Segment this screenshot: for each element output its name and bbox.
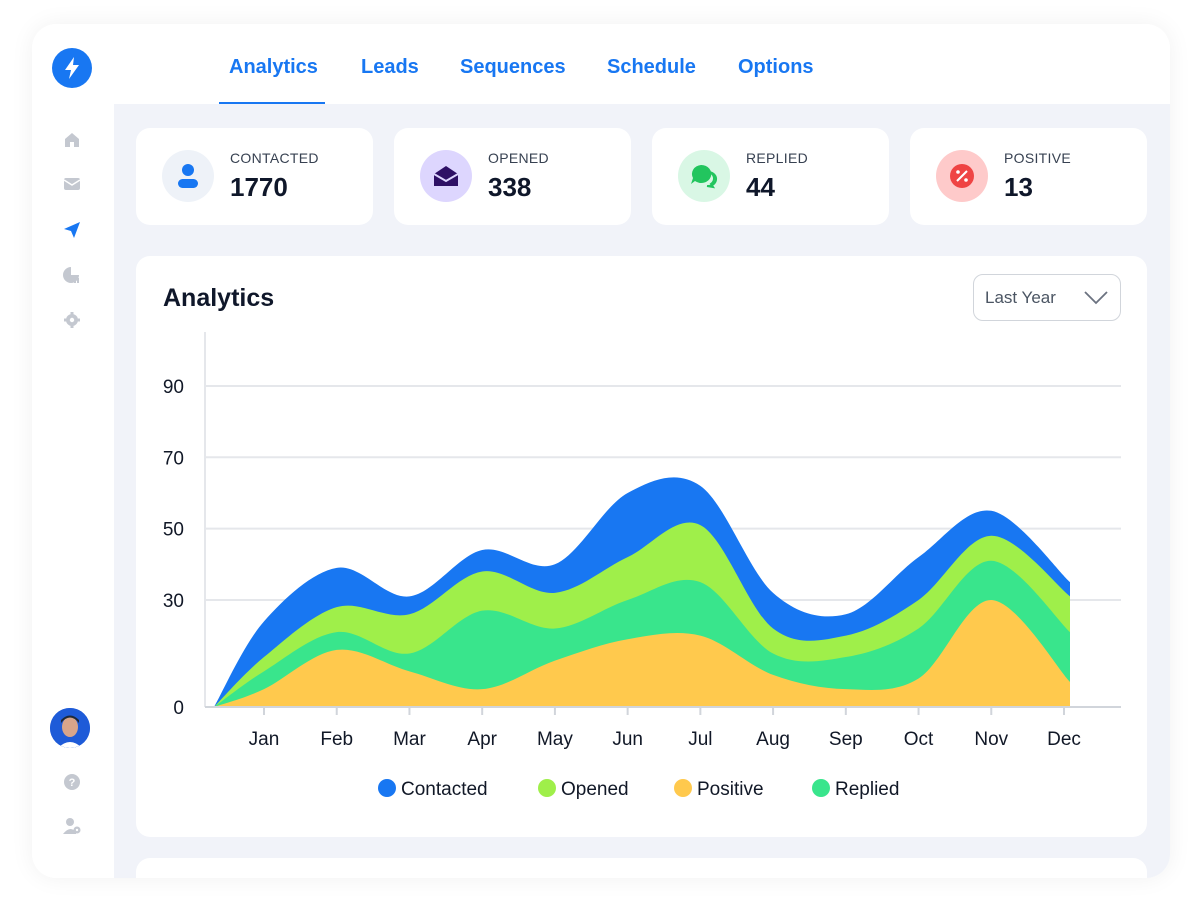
x-tick-label: Dec	[1047, 729, 1081, 750]
legend-item-contacted[interactable]: Contacted	[378, 779, 488, 800]
x-tick-label: Feb	[320, 729, 353, 750]
y-tick-label: 70	[163, 448, 184, 469]
lightning-icon	[65, 57, 79, 79]
avatar[interactable]	[50, 708, 90, 748]
stat-card-replied: REPLIED 44	[652, 128, 889, 225]
x-tick-label: Jul	[688, 729, 712, 750]
send-icon[interactable]	[60, 218, 84, 242]
range-dropdown-value: Last Year	[985, 287, 1056, 307]
stat-card-opened: OPENED 338	[394, 128, 631, 225]
tab-sequences[interactable]: Sequences	[460, 56, 566, 78]
y-tick-label: 50	[163, 520, 184, 541]
x-tick-label: Sep	[829, 729, 863, 750]
legend-swatch	[812, 779, 830, 797]
tab-schedule[interactable]: Schedule	[607, 56, 696, 78]
chart-title: Analytics	[163, 284, 275, 312]
stat-label: OPENED	[488, 150, 549, 166]
stat-value: 44	[746, 172, 775, 202]
chevron-down-icon	[1084, 291, 1108, 305]
legend-label: Opened	[561, 779, 629, 800]
stat-value: 1770	[230, 172, 288, 202]
area-positive	[214, 599, 1070, 707]
analytics-card: Analytics Last Year 0 30 50 70 90 Jan Feb Mar A…	[136, 256, 1147, 837]
top-nav: Analytics Leads Sequences Schedule Optio…	[114, 24, 1170, 104]
stat-label: CONTACTED	[230, 150, 319, 166]
y-tick-label: 90	[163, 377, 184, 398]
gear-icon[interactable]	[60, 308, 84, 332]
legend-label: Positive	[697, 779, 764, 800]
user-icon	[162, 150, 214, 202]
user-settings-icon[interactable]	[60, 814, 84, 838]
home-icon[interactable]	[60, 128, 84, 152]
help-icon[interactable]: ?	[60, 770, 84, 794]
secondary-card	[136, 858, 1147, 878]
logo[interactable]	[52, 48, 92, 88]
x-tick-label: Oct	[904, 729, 934, 750]
stat-value: 338	[488, 172, 532, 202]
legend-swatch	[674, 779, 692, 797]
x-tick-label: Apr	[467, 729, 497, 750]
x-tick-label: Aug	[756, 729, 790, 750]
area-chart: 0 30 50 70 90 Jan Feb Mar Apr May Jun Jul Aug Sep Oct…	[163, 332, 1121, 800]
stat-label: POSITIVE	[1004, 150, 1071, 166]
stat-card-contacted: CONTACTED 1770	[136, 128, 373, 225]
chart-pie-icon[interactable]	[60, 263, 84, 287]
main-content: CONTACTED 1770 OPENED 338 REPLIED 44 POS…	[114, 104, 1170, 878]
legend-item-replied[interactable]: Replied	[812, 779, 899, 800]
percent-icon	[936, 150, 988, 202]
tab-analytics[interactable]: Analytics	[229, 56, 318, 78]
area-replied	[214, 560, 1070, 707]
y-tick-label: 30	[163, 591, 184, 612]
x-tick-label: Nov	[974, 729, 1008, 750]
tab-options[interactable]: Options	[738, 56, 814, 78]
tab-leads[interactable]: Leads	[361, 56, 419, 78]
sidebar: ?	[32, 24, 114, 878]
legend-swatch	[378, 779, 396, 797]
legend-item-opened[interactable]: Opened	[538, 779, 629, 800]
x-tick-label: Jun	[612, 729, 643, 750]
stat-label: REPLIED	[746, 150, 809, 166]
mail-icon[interactable]	[60, 172, 84, 196]
x-tick-label: May	[537, 729, 573, 750]
x-tick-label: Jan	[249, 729, 280, 750]
legend-label: Contacted	[401, 779, 488, 800]
legend-swatch	[538, 779, 556, 797]
legend-label: Replied	[835, 779, 899, 800]
y-tick-label: 0	[173, 698, 184, 719]
chat-icon	[678, 150, 730, 202]
x-tick-label: Mar	[393, 729, 426, 750]
app-window: ? Analytics Leads Sequences Schedule Opt…	[32, 24, 1170, 878]
envelope-open-icon	[420, 150, 472, 202]
range-dropdown[interactable]: Last Year	[973, 274, 1121, 321]
stat-value: 13	[1004, 172, 1033, 202]
svg-text:?: ?	[69, 777, 76, 789]
active-tab-indicator	[219, 102, 325, 104]
stat-card-positive: POSITIVE 13	[910, 128, 1147, 225]
legend-item-positive[interactable]: Positive	[674, 779, 764, 800]
